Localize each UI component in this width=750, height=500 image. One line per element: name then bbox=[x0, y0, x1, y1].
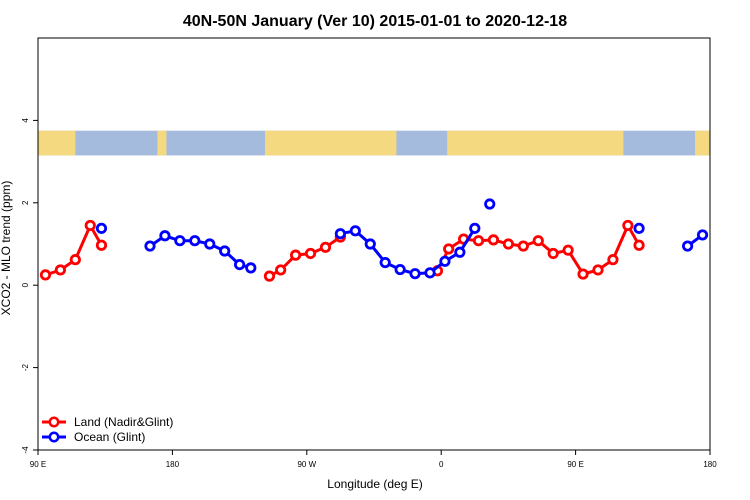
data-point bbox=[696, 229, 709, 241]
legend: Land (Nadir&Glint) Ocean (Glint) bbox=[42, 415, 173, 444]
data-point bbox=[443, 243, 455, 255]
data-point bbox=[472, 235, 485, 247]
data-point bbox=[562, 244, 574, 256]
legend-item-land: Land (Nadir&Glint) bbox=[42, 415, 173, 429]
x-tick-label: 90 E bbox=[567, 460, 583, 469]
data-point bbox=[633, 222, 645, 234]
data-point bbox=[319, 241, 332, 253]
y-tick-label: 0 bbox=[21, 282, 30, 287]
series-line bbox=[436, 224, 641, 276]
x-tick-label: 90 W bbox=[297, 460, 316, 469]
data-point bbox=[304, 247, 317, 260]
map-strip bbox=[38, 130, 710, 156]
map-land bbox=[264, 130, 397, 156]
x-tick-label: 0 bbox=[439, 460, 444, 469]
data-point bbox=[681, 240, 694, 252]
data-point bbox=[633, 239, 645, 251]
y-tick-label: -2 bbox=[21, 363, 30, 371]
data-point bbox=[469, 222, 481, 234]
data-point bbox=[39, 269, 52, 281]
data-point bbox=[379, 256, 391, 269]
data-point bbox=[394, 263, 406, 276]
data-point bbox=[607, 254, 619, 266]
data-point bbox=[289, 249, 302, 261]
series-layer bbox=[39, 198, 709, 282]
data-point bbox=[532, 235, 544, 247]
y-tick-label: 4 bbox=[21, 118, 30, 123]
data-point bbox=[454, 246, 466, 258]
y-tick-label: -4 bbox=[21, 446, 30, 454]
data-point bbox=[95, 239, 108, 251]
data-point bbox=[144, 240, 156, 252]
data-point bbox=[409, 268, 421, 280]
legend-label-ocean: Ocean (Glint) bbox=[74, 430, 145, 444]
y-tick-label: 2 bbox=[21, 200, 30, 205]
data-point bbox=[439, 255, 451, 267]
data-point bbox=[424, 267, 436, 279]
data-point bbox=[174, 235, 186, 247]
data-point bbox=[204, 238, 216, 250]
data-point bbox=[622, 219, 634, 232]
x-tick-label: 180 bbox=[166, 460, 180, 469]
data-point bbox=[275, 264, 287, 276]
map-land bbox=[157, 130, 167, 156]
legend-marker-land bbox=[48, 416, 60, 428]
series-line bbox=[340, 227, 477, 276]
map-land bbox=[264, 147, 277, 156]
data-point bbox=[84, 219, 96, 232]
x-axis-label: Longitude (deg E) bbox=[327, 477, 422, 491]
data-point bbox=[364, 238, 376, 250]
data-point bbox=[334, 228, 346, 240]
legend-label-land: Land (Nadir&Glint) bbox=[74, 415, 173, 429]
data-point bbox=[263, 270, 276, 282]
map-land bbox=[447, 130, 624, 156]
map-land bbox=[38, 130, 76, 156]
data-point bbox=[189, 235, 201, 247]
x-tick-label: 180 bbox=[703, 460, 717, 469]
data-point bbox=[577, 268, 589, 280]
y-axis: -4 -2 0 2 4 bbox=[21, 118, 38, 454]
data-point bbox=[95, 222, 108, 234]
data-point bbox=[484, 198, 496, 210]
data-point bbox=[592, 264, 604, 276]
x-axis: 90 E 180 90 W 0 90 E 180 bbox=[30, 450, 717, 469]
data-point bbox=[54, 264, 67, 276]
data-point bbox=[219, 245, 231, 257]
data-point bbox=[234, 258, 246, 271]
data-point bbox=[245, 262, 257, 274]
data-point bbox=[547, 247, 559, 260]
data-point bbox=[502, 238, 514, 250]
data-point bbox=[349, 225, 361, 237]
chart-title: 40N-50N January (Ver 10) 2015-01-01 to 2… bbox=[183, 13, 567, 30]
x-tick-label: 90 E bbox=[30, 460, 46, 469]
data-point bbox=[159, 230, 171, 242]
plot-frame bbox=[37, 37, 711, 451]
data-point bbox=[517, 240, 529, 252]
data-point bbox=[487, 234, 500, 246]
data-point bbox=[69, 254, 81, 266]
series-line bbox=[45, 224, 103, 277]
legend-marker-ocean bbox=[48, 431, 60, 443]
series-ocean bbox=[95, 198, 709, 280]
map-land bbox=[695, 130, 710, 156]
legend-item-ocean: Ocean (Glint) bbox=[42, 430, 145, 444]
y-axis-label: XCO2 - MLO trend (ppm) bbox=[0, 181, 13, 316]
